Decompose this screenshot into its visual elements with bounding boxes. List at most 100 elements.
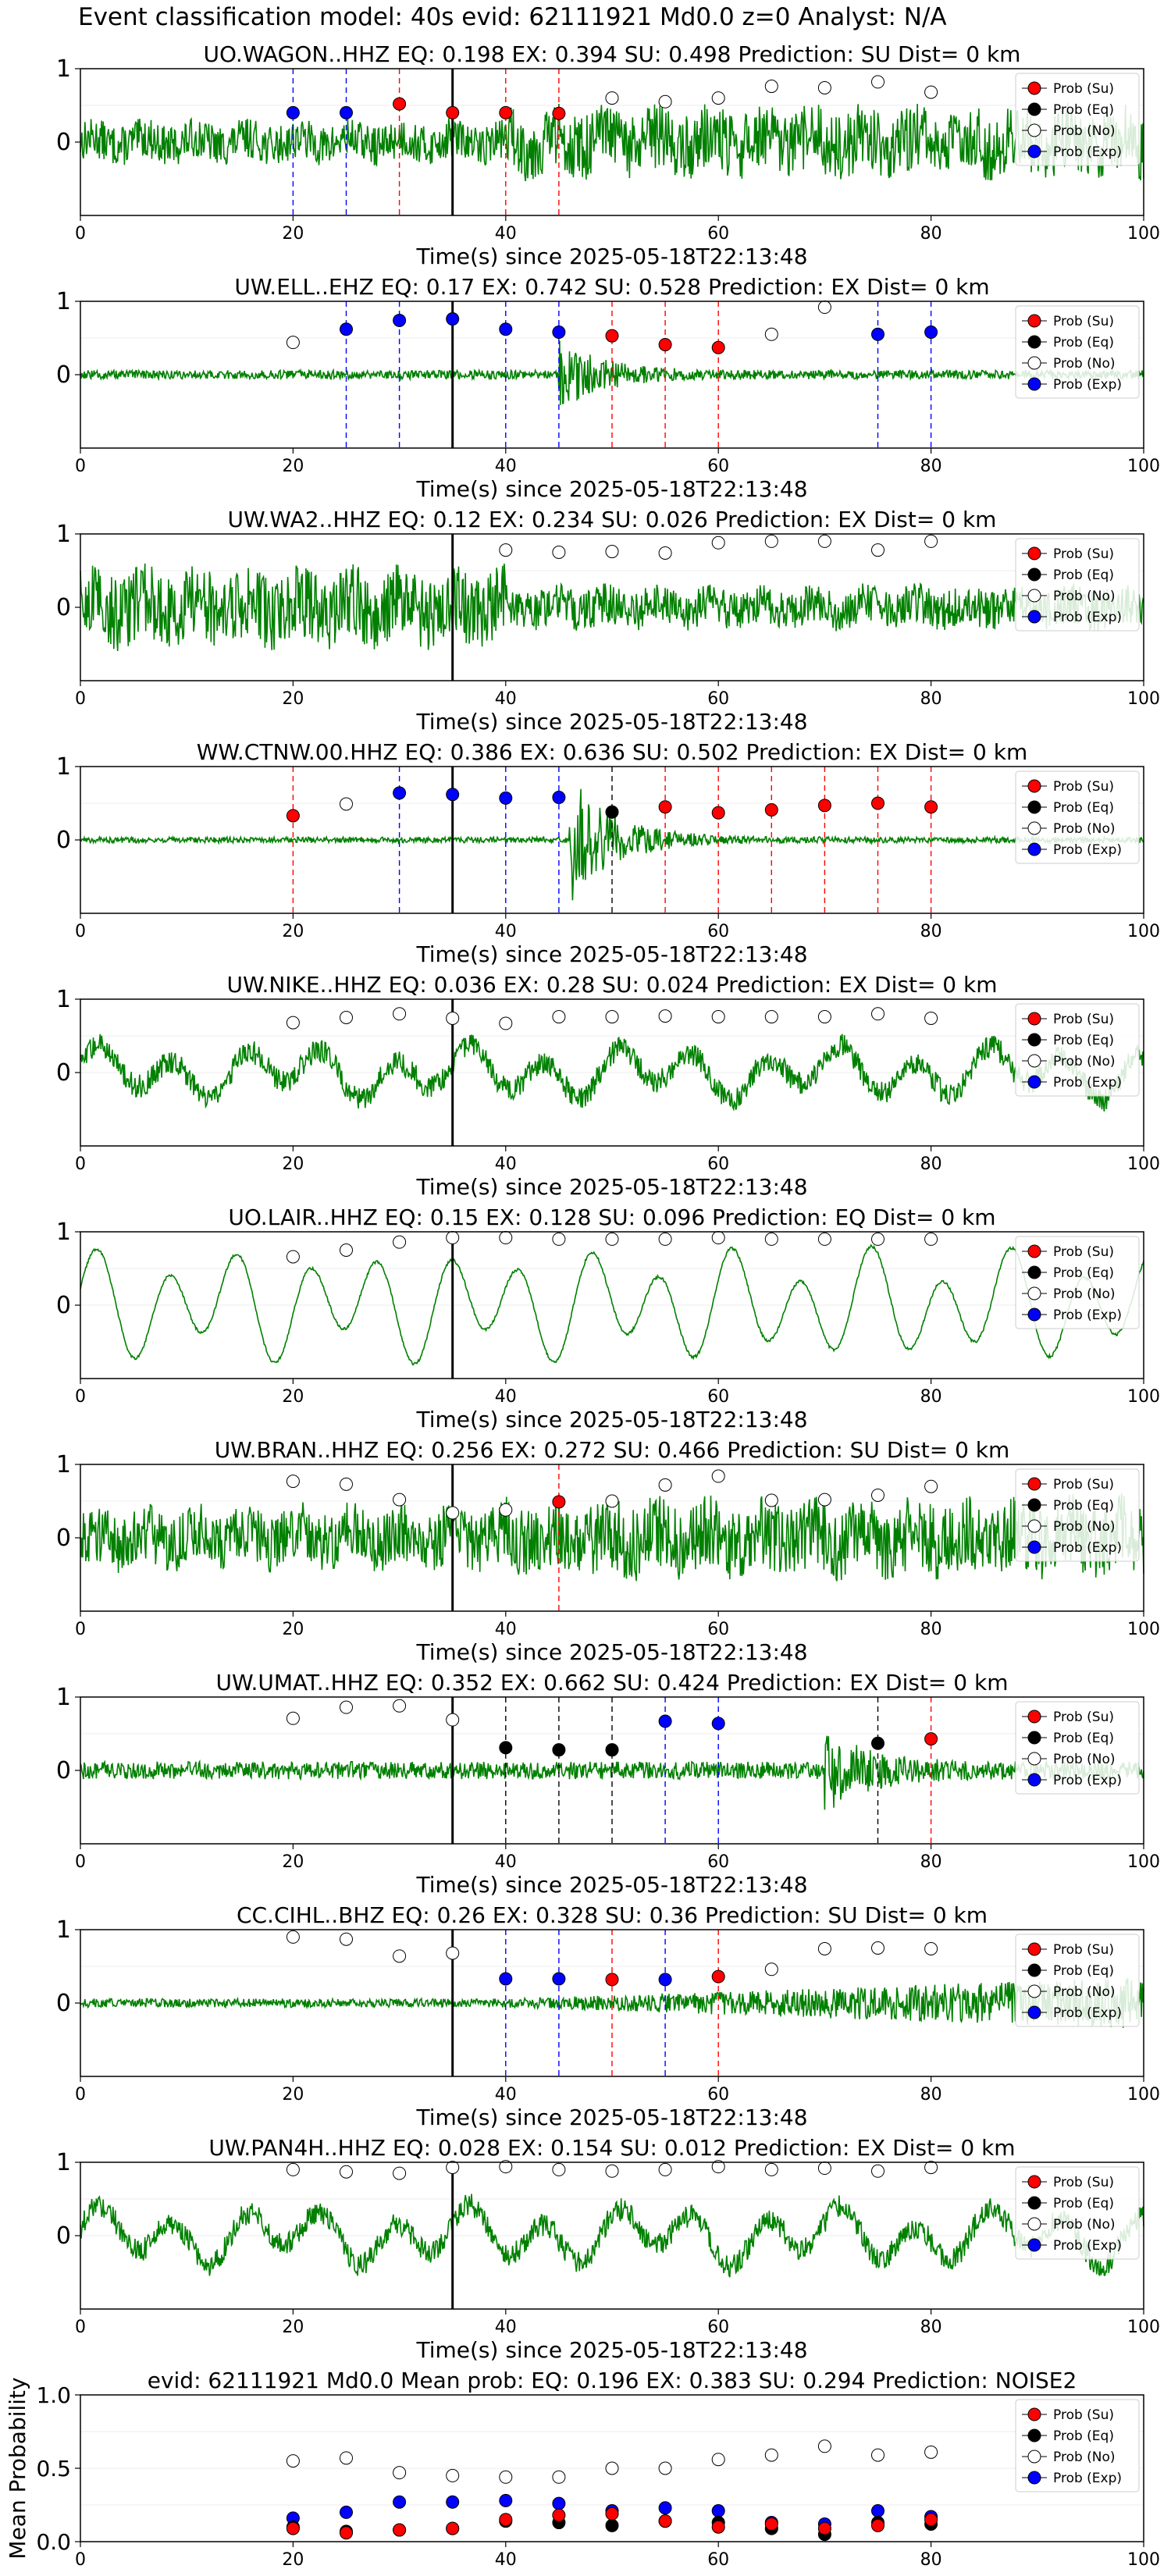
prob-point-no [286,336,300,350]
prob-point-no [817,534,831,548]
prob-point-exp [340,322,353,336]
prob-point-no [817,80,831,94]
legend-label-eq: Prob (Eq) [1053,2428,1114,2444]
prob-point-no [871,543,884,557]
chart-panel-8: UW.UMAT..HHZ EQ: 0.352 EX: 0.662 SU: 0.4… [56,1670,1160,1898]
x-tick-label: 60 [707,2318,729,2337]
y-tick-label: 0 [56,1990,71,2017]
prob-point-no [499,1231,513,1245]
prob-point-no [871,2164,884,2178]
mean-prob-point-su [393,2523,407,2537]
prob-point-no [871,1941,884,1955]
mean-prob-point-su [711,2520,725,2534]
legend-label-exp: Prob (Exp) [1053,2471,1122,2486]
y-tick-label: 1 [56,753,71,781]
prob-point-no [764,327,778,341]
legend-marker-no [1027,356,1041,370]
legend-label-eq: Prob (Eq) [1053,102,1114,118]
seismic-trace [80,563,1144,652]
prob-point-no [924,1011,938,1025]
x-axis-label: Time(s) since 2025-05-18T22:13:48 [415,476,807,502]
x-tick-label: 40 [495,457,517,476]
legend-marker-eq [1027,1963,1041,1977]
legend-label-exp: Prob (Exp) [1053,1308,1122,1323]
prob-point-su [446,105,460,119]
prob-point-exp [711,1717,725,1731]
prob-point-no [658,2162,672,2176]
prob-point-no [605,2164,619,2178]
chart-title: UW.PAN4H..HHZ EQ: 0.028 EX: 0.154 SU: 0.… [208,2135,1015,2161]
x-tick-label: 80 [920,1155,942,1174]
x-tick-label: 100 [1127,457,1160,476]
prob-point-no [340,1244,353,1257]
prob-point-no [446,1506,460,1520]
x-tick-label: 20 [282,1620,304,1639]
mean-prob-point-exp [393,2495,407,2509]
prob-point-no [552,2162,566,2176]
x-tick-label: 0 [75,689,86,709]
legend-marker-eq [1027,1033,1041,1047]
mean-prob-point-su [552,2508,566,2522]
legend-label-eq: Prob (Eq) [1053,800,1114,816]
legend-marker-su [1027,2175,1041,2189]
prob-point-no [499,2160,513,2174]
legend-marker-exp [1027,2471,1041,2485]
mean-prob-point-no [871,2448,884,2462]
prob-point-su [711,806,725,820]
legend-marker-su [1027,1012,1041,1026]
prob-point-no [393,1007,407,1021]
y-tick-label: 0 [56,361,71,389]
prob-point-no [764,1962,778,1976]
legend-box [1015,73,1140,166]
mean-prob-point-exp [871,2504,884,2518]
legend-label-su: Prob (Su) [1053,1477,1114,1493]
prob-point-exp [871,327,884,341]
y-tick-label: 0 [56,2222,71,2250]
prob-point-no [817,1232,831,1246]
x-tick-label: 100 [1127,922,1160,941]
prob-point-exp [658,1973,672,1987]
y-tick-label: 1 [56,1219,71,1246]
prob-point-exp [552,1972,566,1986]
x-tick-label: 60 [707,1387,729,1407]
prob-point-no [711,535,725,550]
prob-point-no [764,1010,778,1024]
prob-point-no [393,1235,407,1249]
prob-point-no [446,1231,460,1245]
x-tick-label: 40 [495,1155,517,1174]
legend-label-eq: Prob (Eq) [1053,1731,1114,1746]
prob-point-no [340,1932,353,1946]
x-tick-label: 0 [75,2085,86,2105]
seismic-trace [80,2194,1144,2278]
mean-prob-point-exp [340,2505,353,2519]
y-tick-label: 0 [56,1757,71,1784]
prob-point-exp [499,322,513,336]
x-tick-label: 40 [495,2550,517,2570]
mean-prob-point-no [605,2461,619,2475]
prob-point-exp [393,313,407,327]
mean-prob-point-su [499,2513,513,2527]
mean-prob-point-no [817,2439,831,2453]
legend-marker-eq [1027,1498,1041,1512]
mean-prob-point-no [658,2461,672,2475]
legend-marker-su [1027,1942,1041,1956]
seismic-trace [80,102,1144,182]
legend-label-no: Prob (No) [1053,123,1116,139]
chart-title: UW.WA2..HHZ EQ: 0.12 EX: 0.234 SU: 0.026… [228,507,997,532]
x-tick-label: 80 [920,2550,942,2570]
x-tick-label: 60 [707,689,729,709]
x-tick-label: 100 [1127,2550,1160,2570]
legend-label-su: Prob (Su) [1053,2175,1114,2190]
y-tick-label: 1.0 [36,2382,71,2408]
prob-point-no [286,1016,300,1030]
y-tick-label: 0 [56,1525,71,1552]
prob-point-no [552,546,566,559]
y-tick-label: 0 [56,1059,71,1087]
prob-point-exp [446,788,460,802]
legend-marker-eq [1027,568,1041,582]
legend-marker-exp [1027,2005,1041,2019]
legend-marker-exp [1027,1075,1041,1089]
legend-label-exp: Prob (Exp) [1053,1075,1122,1091]
prob-point-su [552,1495,566,1509]
legend-marker-exp [1027,144,1041,158]
